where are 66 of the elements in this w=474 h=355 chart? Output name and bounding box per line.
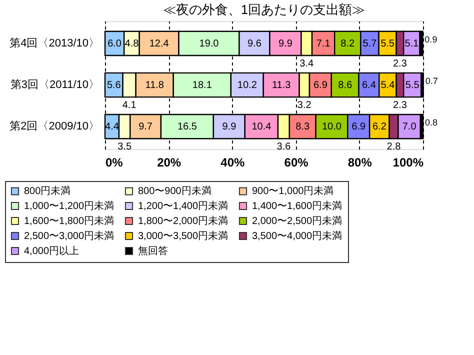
x-tick-label: 100% xyxy=(392,156,424,170)
legend-label: 900〜1,000円未満 xyxy=(252,185,334,198)
data-label: 3.6 xyxy=(276,142,292,153)
data-label: 7.0 xyxy=(402,122,417,133)
legend-label: 3,000〜3,500円未満 xyxy=(138,230,228,242)
data-label: 5.6 xyxy=(106,80,122,91)
data-label: 5.4 xyxy=(380,80,396,91)
legend-label: 1,200〜1,400円未満 xyxy=(138,200,228,212)
data-label: 3.4 xyxy=(300,58,314,70)
data-label: 8.2 xyxy=(340,38,356,50)
x-tick-label: 40% xyxy=(220,156,246,170)
y-tick-label: 第3回〈2011/10〉 xyxy=(10,79,100,91)
data-label: 18.1 xyxy=(192,80,212,91)
data-label: 8.6 xyxy=(338,80,352,91)
legend-label: 3,500〜4,000円未満 xyxy=(252,230,342,242)
x-tick-label: 80% xyxy=(348,156,372,170)
chart-title: ≪夜の外食、1回あたりの支出額≫ xyxy=(162,2,366,17)
legend-label: 2,000〜2,500円未満 xyxy=(252,215,342,227)
data-label: 19.0 xyxy=(199,38,220,50)
data-label: 9.9 xyxy=(278,38,293,50)
data-label: 4.8 xyxy=(124,38,140,50)
data-label: 2.8 xyxy=(386,142,402,153)
legend-label: 1,400〜1,600円未満 xyxy=(252,200,342,212)
data-label: 2.3 xyxy=(392,100,408,111)
data-label: 6.0 xyxy=(108,38,122,50)
data-label: 8.3 xyxy=(296,122,310,133)
data-label: 4.1 xyxy=(122,100,137,111)
legend-label: 1,000〜1,200円未満 xyxy=(24,200,114,212)
data-label: 0.7 xyxy=(425,76,438,86)
data-label: 5.5 xyxy=(405,80,420,91)
data-label: 10.4 xyxy=(252,122,272,133)
data-label: 5.5 xyxy=(380,38,395,50)
legend-label: 800円未満 xyxy=(24,185,71,198)
x-tick-label: 60% xyxy=(284,156,309,170)
y-tick-label: 第2回〈2009/10〉 xyxy=(10,120,100,133)
data-label: 9.7 xyxy=(138,122,153,133)
y-tick-label: 第4回〈2013/10〉 xyxy=(10,37,100,50)
legend-label: 1,800〜2,000円未満 xyxy=(138,215,228,227)
data-label: 11.3 xyxy=(272,80,292,91)
legend-label: 4,000円以上 xyxy=(24,245,80,257)
legend-label: 800〜900円未満 xyxy=(138,185,212,198)
legend-label: 無回答 xyxy=(138,245,168,257)
data-label: 10.2 xyxy=(237,80,258,91)
data-label: 6.4 xyxy=(362,80,376,91)
data-label: 3.5 xyxy=(118,142,132,153)
data-label: 2.3 xyxy=(392,58,408,70)
data-label: 6.9 xyxy=(352,122,366,133)
data-label: 0.8 xyxy=(425,118,438,128)
data-label: 4.4 xyxy=(105,122,120,133)
x-tick-label: 0% xyxy=(106,156,124,170)
data-label: 11.8 xyxy=(145,80,164,91)
data-label: 16.5 xyxy=(177,122,198,133)
data-label: 5.1 xyxy=(404,38,420,50)
data-label: 5.7 xyxy=(362,38,378,50)
x-tick-label: 20% xyxy=(157,156,182,170)
legend-label: 2,500〜3,000円未満 xyxy=(24,230,114,242)
data-label: 3.2 xyxy=(297,100,312,111)
data-label: 10.0 xyxy=(322,122,342,133)
data-label: 12.4 xyxy=(149,38,170,50)
data-label: 9.9 xyxy=(222,122,237,133)
data-label: 7.1 xyxy=(316,38,331,50)
data-label: 6.2 xyxy=(372,122,387,133)
data-label: 6.9 xyxy=(313,80,328,91)
data-label: 9.6 xyxy=(248,38,262,50)
data-label: 0.9 xyxy=(424,34,438,44)
legend-label: 1,600〜1,800円未満 xyxy=(24,215,114,227)
